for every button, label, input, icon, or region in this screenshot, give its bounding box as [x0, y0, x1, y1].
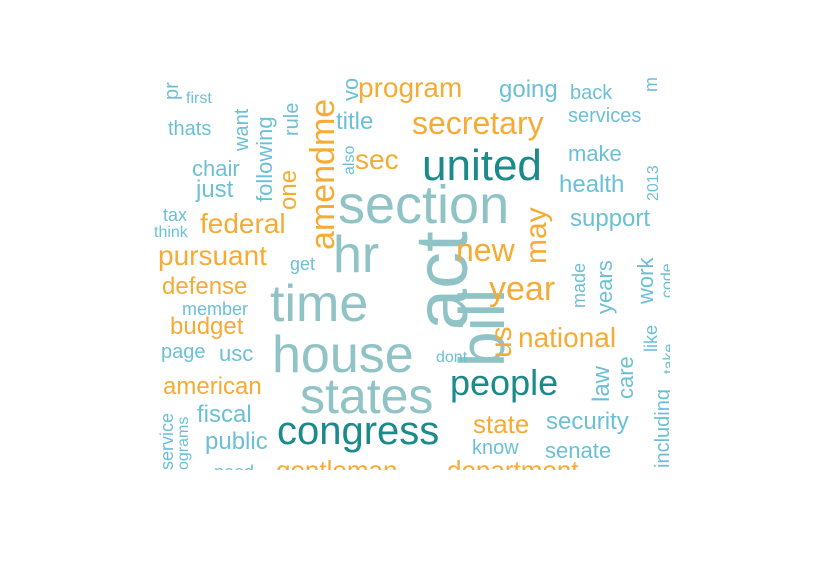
- word-usc: usc: [219, 341, 254, 366]
- word-year: year: [489, 270, 556, 308]
- word-thats: thats: [168, 118, 212, 140]
- word-gentleman: gentleman: [276, 455, 398, 470]
- word-get: get: [290, 254, 316, 274]
- word-time: time: [270, 275, 369, 333]
- word-budget: budget: [170, 313, 244, 340]
- word-federal: federal: [200, 208, 286, 239]
- word-united: united: [422, 141, 542, 190]
- word-health: health: [559, 171, 625, 198]
- word-first: first: [186, 90, 212, 107]
- word-take: take: [661, 343, 670, 374]
- word-state: state: [473, 409, 530, 439]
- word-made: made: [569, 262, 589, 308]
- word-m: m: [641, 77, 661, 92]
- word-hr: hr: [333, 226, 380, 284]
- word-us: us: [485, 326, 518, 358]
- word-congress: congress: [277, 409, 440, 453]
- word-defense: defense: [162, 273, 248, 300]
- word-vote: vo: [338, 77, 363, 101]
- word-title: title: [336, 108, 374, 135]
- word-need: need: [214, 463, 254, 470]
- word-programs: ograms: [175, 416, 192, 470]
- word-security: security: [546, 408, 629, 435]
- word-cloud: act bill section hr time house states co…: [150, 72, 670, 471]
- word-think: think: [154, 224, 188, 241]
- word-people: people: [450, 362, 559, 403]
- word-services: services: [568, 105, 642, 127]
- word-code: code: [659, 263, 670, 298]
- word-years: years: [592, 260, 617, 314]
- word-new: new: [456, 232, 515, 268]
- word-also: also: [341, 145, 358, 175]
- word-program: program: [358, 72, 463, 103]
- word-public: public: [205, 428, 268, 455]
- word-chair: chair: [192, 156, 240, 181]
- word-support: support: [570, 205, 651, 232]
- word-sec: sec: [355, 144, 399, 175]
- word-may: may: [520, 207, 553, 264]
- word-house: house: [272, 326, 414, 384]
- word-section: section: [338, 175, 510, 235]
- word-make: make: [568, 141, 622, 166]
- word-fiscal: fiscal: [197, 401, 252, 428]
- word-work: work: [633, 257, 658, 304]
- word-back: back: [570, 82, 613, 104]
- word-like: like: [641, 324, 661, 352]
- word-rule: rule: [281, 102, 303, 136]
- word-page: page: [161, 341, 206, 363]
- word-just: just: [196, 176, 234, 203]
- word-tax: tax: [163, 205, 188, 225]
- word-including: including: [652, 389, 670, 468]
- word-know: know: [472, 437, 519, 459]
- word-following: following: [252, 116, 277, 202]
- word-national: national: [518, 322, 617, 353]
- word-pr: pr: [161, 82, 183, 100]
- word-going: going: [499, 76, 558, 103]
- word-senate: senate: [545, 438, 612, 463]
- word-amendment: amendme: [304, 98, 342, 250]
- word-pursuant: pursuant: [158, 240, 267, 271]
- word-one: one: [275, 169, 302, 210]
- word-member: member: [182, 299, 249, 319]
- word-care: care: [613, 356, 638, 399]
- word-law: law: [588, 365, 615, 402]
- word-want: want: [231, 108, 253, 151]
- word-states: states: [300, 368, 434, 424]
- word-department: department: [447, 455, 579, 470]
- word-dont: dont: [436, 349, 468, 366]
- word-2013: 2013: [645, 165, 662, 201]
- word-secretary: secretary: [412, 105, 544, 141]
- word-american: american: [163, 373, 262, 400]
- word-service: service: [157, 412, 177, 470]
